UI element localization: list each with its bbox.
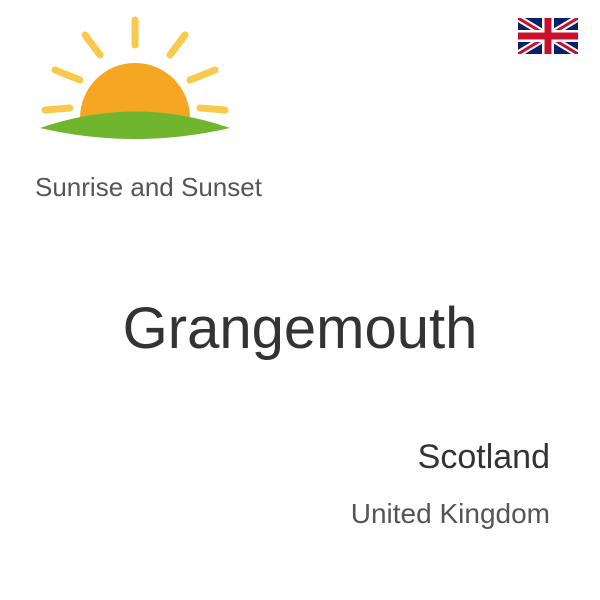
city-title: Grangemouth	[0, 295, 600, 362]
region-text: Scotland	[418, 438, 550, 477]
uk-flag-icon	[518, 18, 578, 54]
sunrise-logo-icon	[25, 10, 245, 160]
subtitle-text: Sunrise and Sunset	[35, 172, 262, 203]
country-text: United Kingdom	[351, 498, 550, 530]
